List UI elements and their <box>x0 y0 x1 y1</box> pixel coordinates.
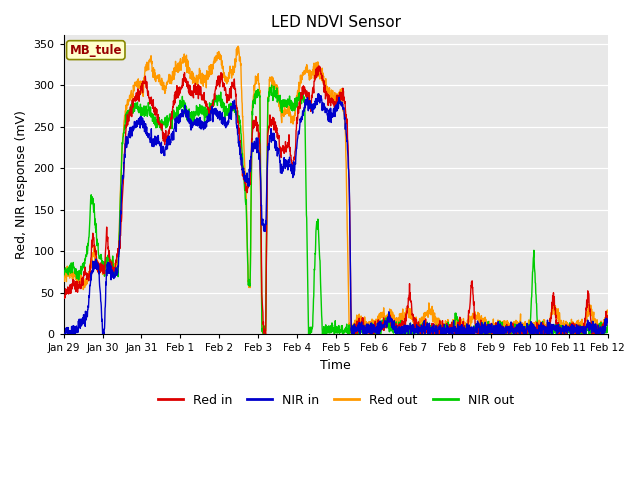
Red out <box>88 262 95 268</box>
NIR out <box>268 82 275 88</box>
Title: LED NDVI Sensor: LED NDVI Sensor <box>271 15 401 30</box>
NIR out <box>88 195 95 201</box>
NIR out <box>588 318 596 324</box>
NIR in <box>588 324 596 330</box>
NIR in <box>604 320 611 325</box>
Y-axis label: Red, NIR response (mV): Red, NIR response (mV) <box>15 110 28 259</box>
X-axis label: Time: Time <box>320 359 351 372</box>
Red in <box>604 313 611 319</box>
Red out <box>589 312 596 317</box>
Red out <box>310 60 318 66</box>
Red out <box>234 43 242 49</box>
Red out <box>604 309 611 315</box>
Line: NIR out: NIR out <box>64 85 607 334</box>
NIR in <box>324 118 332 124</box>
Line: Red in: Red in <box>64 66 607 334</box>
Legend: Red in, NIR in, Red out, NIR out: Red in, NIR in, Red out, NIR out <box>153 389 518 411</box>
Text: MB_tule: MB_tule <box>70 44 122 57</box>
NIR in <box>488 329 496 335</box>
NIR out <box>589 328 596 334</box>
NIR out <box>489 328 497 334</box>
NIR in <box>88 272 95 277</box>
Red in <box>489 325 497 331</box>
Red in <box>310 79 318 84</box>
Line: NIR in: NIR in <box>64 94 607 334</box>
NIR in <box>314 91 322 96</box>
NIR out <box>260 331 268 337</box>
NIR out <box>60 273 68 278</box>
Red out <box>488 323 496 329</box>
Red in <box>88 247 95 253</box>
Line: Red out: Red out <box>64 46 607 334</box>
Red out <box>527 331 534 337</box>
Red in <box>262 331 269 337</box>
Red in <box>325 99 333 105</box>
Red in <box>588 331 596 337</box>
Red out <box>588 309 596 315</box>
NIR out <box>325 323 333 329</box>
Red in <box>315 63 323 69</box>
NIR out <box>604 322 611 328</box>
Red in <box>589 327 596 333</box>
NIR out <box>310 266 318 272</box>
NIR in <box>310 107 317 112</box>
NIR in <box>60 331 68 337</box>
Red out <box>60 276 68 282</box>
Red out <box>324 88 332 94</box>
NIR in <box>588 329 596 335</box>
Red in <box>60 294 68 300</box>
